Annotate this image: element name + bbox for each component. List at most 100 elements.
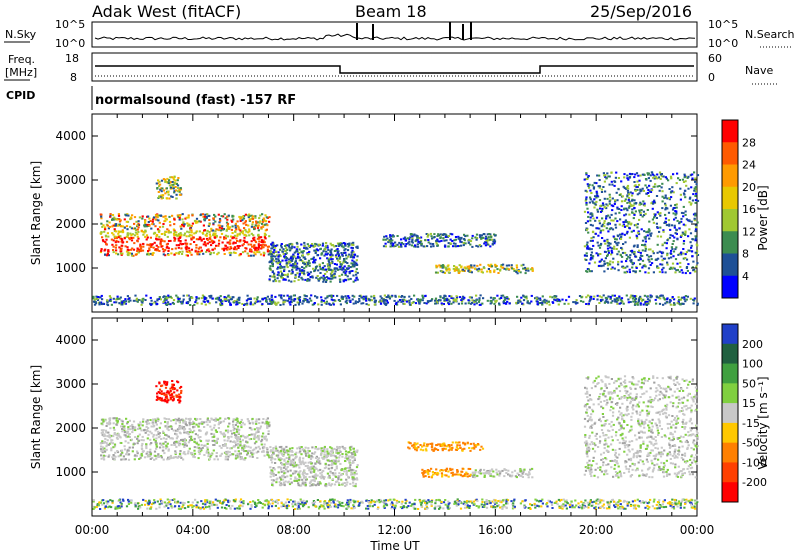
scatter-cell — [640, 203, 642, 205]
scatter-cell — [672, 255, 674, 257]
scatter-cell — [682, 248, 684, 250]
scatter-cell — [542, 295, 544, 297]
scatter-cell — [176, 194, 178, 196]
scatter-cell — [356, 259, 358, 261]
scatter-cell — [248, 434, 250, 436]
cpid-label: CPID — [6, 89, 35, 102]
scatter-cell — [359, 295, 361, 297]
scatter-cell — [164, 179, 166, 181]
scatter-cell — [670, 250, 672, 252]
scatter-cell — [638, 180, 640, 182]
scatter-cell — [645, 248, 647, 250]
scatter-cell — [221, 225, 223, 227]
scatter-cell — [163, 437, 165, 439]
scatter-cell — [235, 437, 237, 439]
scatter-cell — [665, 218, 667, 220]
scatter-cell — [463, 244, 465, 246]
scatter-cell — [339, 266, 341, 268]
scatter-cell — [151, 244, 153, 246]
scatter-cell — [686, 218, 688, 220]
scatter-cell — [414, 244, 416, 246]
scatter-cell — [345, 254, 347, 256]
scatter-cell — [121, 430, 123, 432]
scatter-cell — [157, 179, 159, 181]
scatter-cell — [290, 470, 292, 472]
scatter-cell — [170, 252, 172, 254]
scatter-cell — [611, 184, 613, 186]
scatter-cell — [116, 237, 118, 239]
scatter-cell — [411, 244, 413, 246]
scatter-cell — [150, 458, 152, 460]
scatter-cell — [597, 242, 599, 244]
scatter-cell — [580, 296, 582, 298]
scatter-cell — [326, 271, 328, 273]
scatter-cell — [668, 219, 670, 221]
scatter-cell — [661, 186, 663, 188]
scatter-cell — [152, 423, 154, 425]
scatter-cell — [152, 436, 154, 438]
scatter-cell — [173, 229, 175, 231]
scatter-cell — [208, 219, 210, 221]
scatter-cell — [266, 216, 268, 218]
scatter-cell — [116, 417, 118, 419]
scatter-cell — [152, 221, 154, 223]
scatter-cell — [196, 218, 198, 220]
scatter-cell — [397, 301, 399, 303]
scatter-cell — [519, 301, 521, 303]
scatter-cell — [178, 240, 180, 242]
scatter-cell — [267, 296, 269, 298]
scatter-cell — [611, 252, 613, 254]
scatter-cell — [435, 240, 437, 242]
scatter-cell — [111, 244, 113, 246]
scatter-cell — [147, 456, 149, 458]
scatter-cell — [170, 296, 172, 298]
scatter-cell — [597, 211, 599, 213]
scatter-cell — [368, 298, 370, 300]
scatter-cell — [328, 258, 330, 260]
scatter-cell — [149, 244, 151, 246]
scatter-cell — [109, 222, 111, 224]
scatter-cell — [175, 252, 177, 254]
scatter-cell — [671, 186, 673, 188]
scatter-cell — [139, 434, 141, 436]
scatter-cell — [328, 266, 330, 268]
scatter-cell — [308, 253, 310, 255]
scatter-cell — [694, 213, 696, 215]
scatter-cell — [642, 249, 644, 251]
scatter-cell — [666, 298, 668, 300]
scatter-cell — [413, 235, 415, 237]
scatter-cell — [241, 456, 243, 458]
scatter-cell — [122, 225, 124, 227]
colorbar-segment — [722, 276, 738, 299]
scatter-cell — [485, 244, 487, 246]
scatter-cell — [168, 194, 170, 196]
scatter-cell — [227, 436, 229, 438]
scatter-cell — [400, 301, 402, 303]
scatter-cell — [620, 247, 622, 249]
scatter-cell — [161, 390, 163, 392]
scatter-cell — [247, 225, 249, 227]
scatter-cell — [390, 246, 392, 248]
scatter-cell — [692, 193, 694, 195]
scatter-cell — [596, 191, 598, 193]
scatter-cell — [657, 235, 659, 237]
scatter-cell — [506, 265, 508, 267]
scatter-cell — [443, 240, 445, 242]
scatter-cell — [662, 259, 664, 261]
scatter-cell — [174, 180, 176, 182]
scatter-cell — [523, 299, 525, 301]
scatter-cell — [629, 202, 631, 204]
scatter-cell — [174, 219, 176, 221]
scatter-cell — [448, 245, 450, 247]
scatter-cell — [238, 299, 240, 301]
scatter-cell — [211, 429, 213, 431]
scatter-cell — [614, 185, 616, 187]
scatter-cell — [354, 279, 356, 281]
scatter-cell — [249, 422, 251, 424]
scatter-cell — [214, 230, 216, 232]
scatter-cell — [449, 269, 451, 271]
scatter-cell — [176, 389, 178, 391]
scatter-cell — [126, 241, 128, 243]
scatter-cell — [541, 304, 543, 306]
